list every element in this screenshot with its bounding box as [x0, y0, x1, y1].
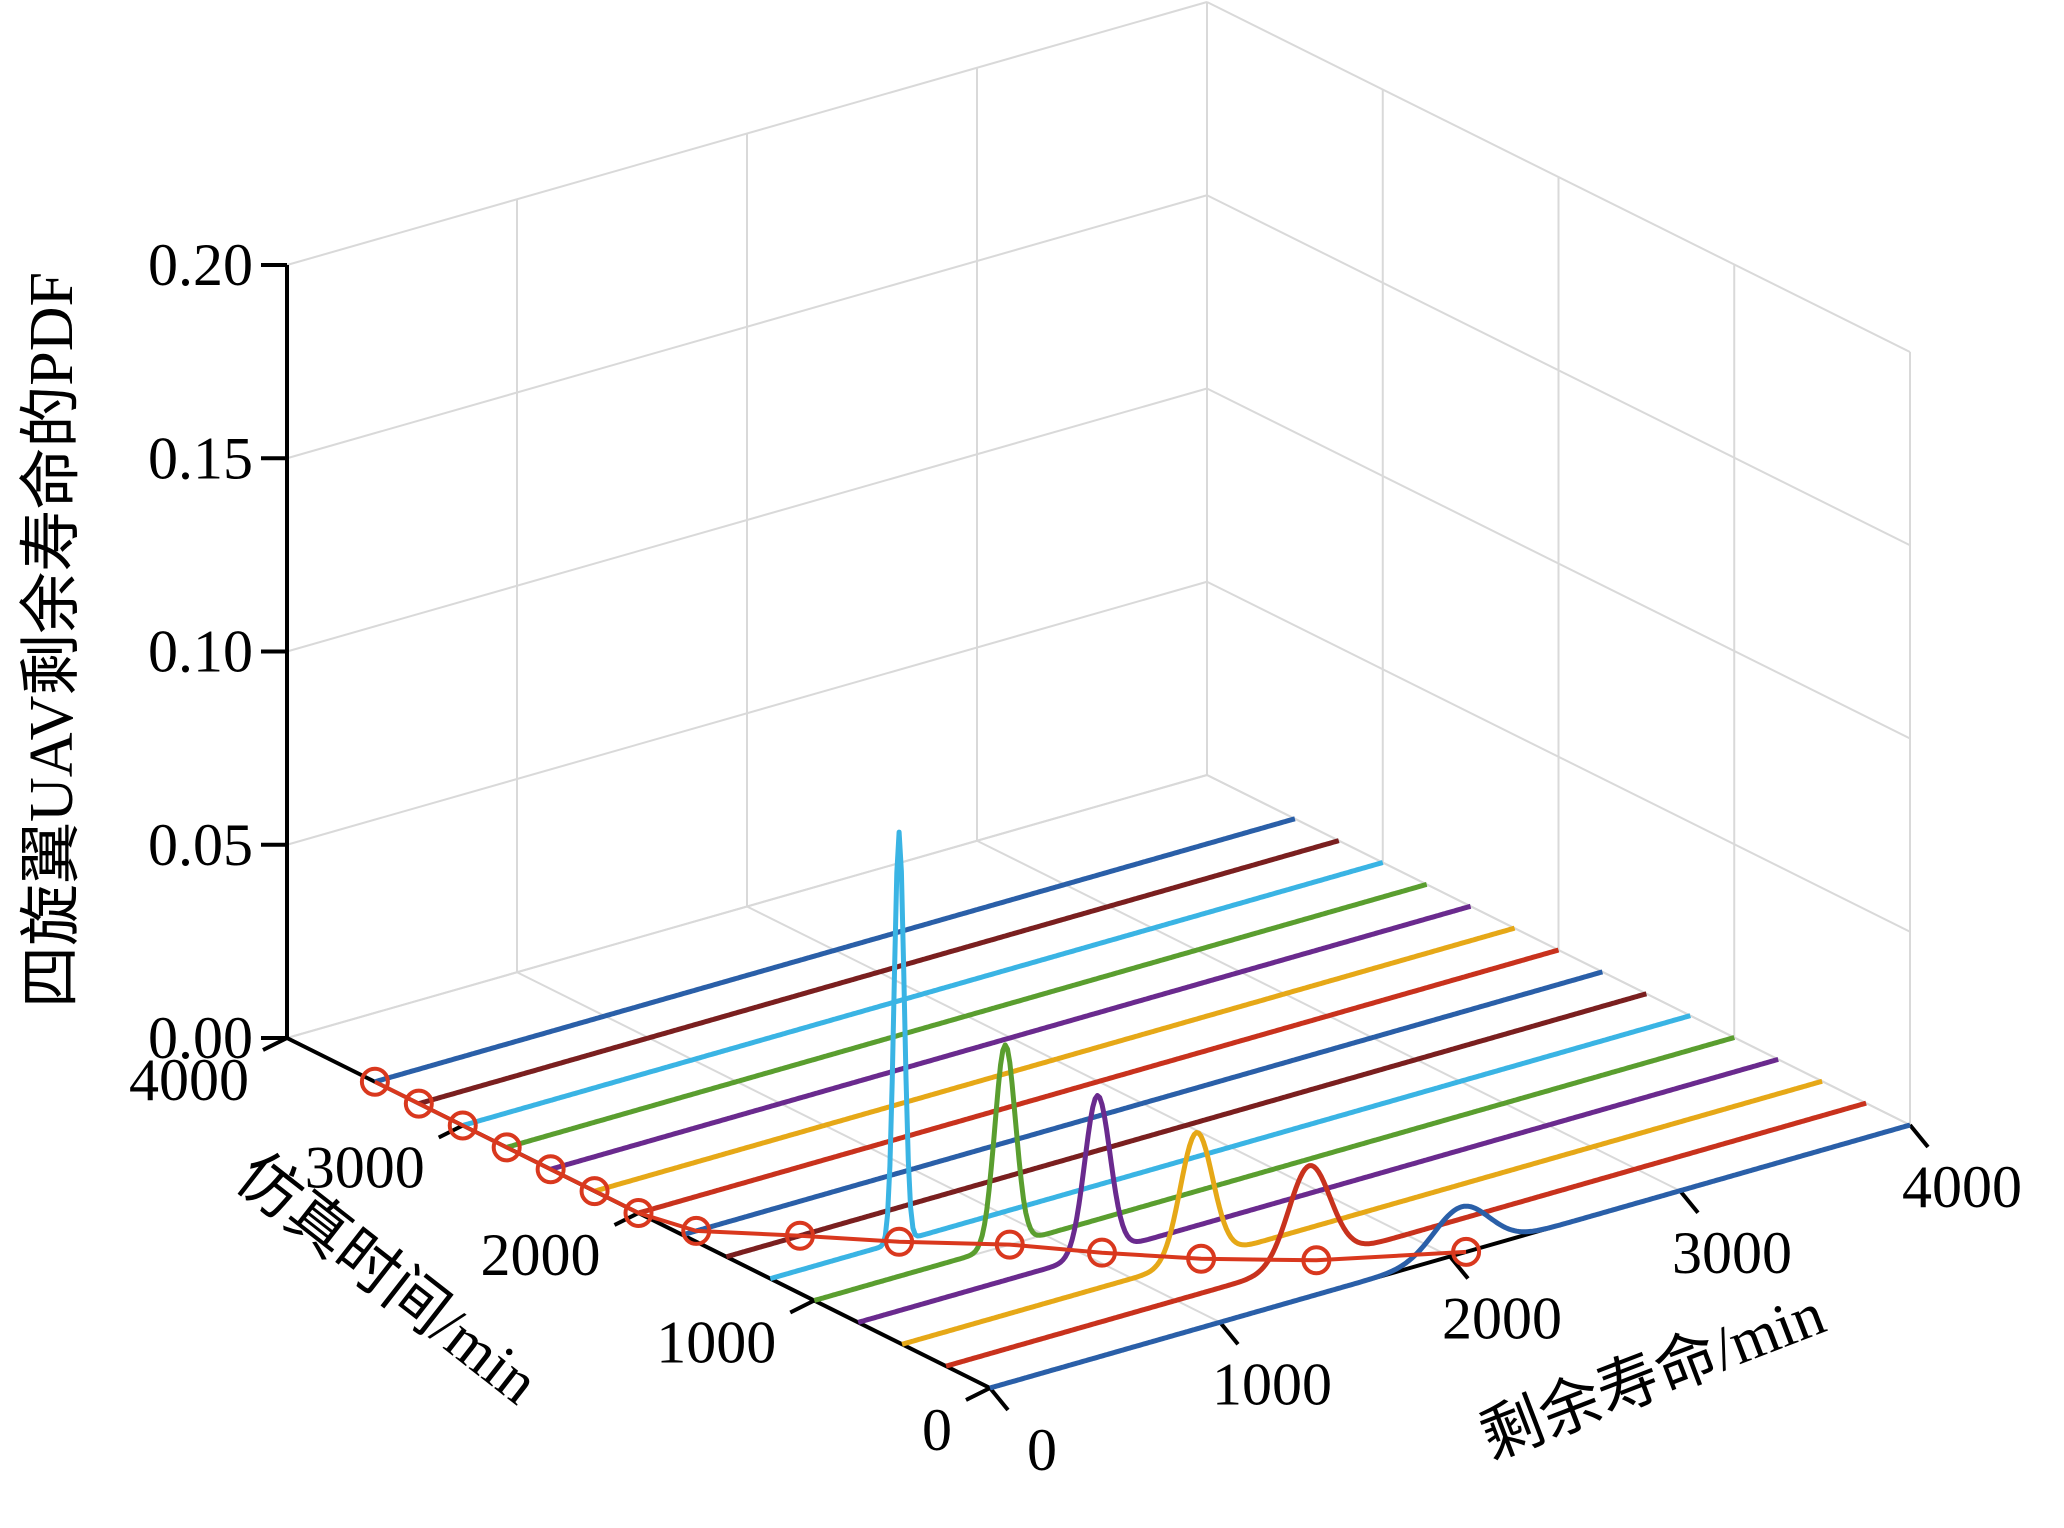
rul-marker	[1451, 1236, 1482, 1267]
pdf-curve	[945, 1100, 1867, 1369]
grid-line	[286, 387, 1208, 653]
rul-marker	[994, 1229, 1025, 1260]
rul-marker	[1186, 1243, 1217, 1274]
x-tick	[1448, 1255, 1470, 1280]
grid-line	[286, 580, 1208, 846]
y-tick-label: 4000	[129, 1047, 249, 1113]
tick-labels: 0.00 0.05 0.10 0.15 0.20 0 1000 2000 3000 4000 0 10…	[129, 232, 2022, 1483]
pdf-curve	[681, 969, 1604, 1238]
pdf-curve	[769, 829, 1692, 1282]
grid-line	[286, 774, 1208, 1039]
pdf-curves	[374, 816, 1911, 1391]
actual-rul-line	[359, 1066, 1482, 1276]
y-tick	[965, 1386, 991, 1402]
rul-marker	[579, 1176, 610, 1207]
actual-rul-curve	[374, 1080, 1467, 1263]
grid-line	[1206, 194, 1911, 547]
x-tick	[988, 1386, 1010, 1412]
pdf-curve	[989, 1122, 1911, 1391]
pdf-curve	[857, 1056, 1779, 1325]
rul-marker	[535, 1154, 566, 1185]
z-tick-label: 0.10	[148, 619, 253, 685]
pdf-curve	[374, 816, 1296, 1085]
y-tick-label: 3000	[305, 1135, 425, 1201]
rul-marker	[491, 1132, 522, 1163]
z-tick-label: 0.05	[148, 812, 253, 878]
x-tick	[1218, 1320, 1240, 1346]
pdf-curve	[593, 925, 1516, 1194]
grid-line	[1206, 1, 1911, 353]
x-tick	[1908, 1123, 1930, 1149]
pdf-curve	[725, 991, 1648, 1260]
z-tick-label: 0.20	[148, 232, 253, 298]
grid	[286, 1, 1911, 1389]
rul-marker	[403, 1088, 434, 1119]
x-tick-label: 0	[1027, 1417, 1057, 1483]
y-tick	[262, 1036, 288, 1052]
x-tick-label: 3000	[1672, 1220, 1792, 1286]
rul-marker	[1086, 1237, 1117, 1268]
pdf-curve	[505, 881, 1428, 1150]
grid-line	[1206, 387, 1911, 740]
x-tick-label: 4000	[1902, 1154, 2022, 1220]
pdf-curve	[813, 1035, 1736, 1303]
x-tick-label: 2000	[1442, 1286, 1562, 1352]
z-tick-label: 0.00	[148, 1005, 253, 1071]
rul-marker	[447, 1110, 478, 1141]
pdf-curve	[418, 838, 1340, 1107]
z-axis-title: 四旋翼UAV剩余寿命的PDF	[18, 272, 86, 1008]
x-tick-label: 1000	[1212, 1351, 1332, 1417]
y-tick-label: 2000	[481, 1222, 601, 1288]
pdf-curve	[462, 860, 1384, 1128]
pdf-curve	[549, 903, 1472, 1172]
pdf-curve	[901, 1078, 1823, 1347]
grid-line	[286, 1, 1208, 266]
grid-line	[1206, 580, 1911, 933]
rul-marker	[623, 1198, 654, 1228]
x-tick	[1678, 1189, 1700, 1215]
y-tick	[789, 1298, 816, 1315]
y-tick-label: 1000	[656, 1310, 776, 1376]
z-tick-label: 0.15	[148, 425, 253, 491]
rul-marker	[359, 1066, 390, 1097]
rul-marker	[784, 1220, 815, 1251]
rul-marker	[681, 1215, 712, 1246]
rul-marker	[1301, 1245, 1332, 1276]
y-tick-label: 0	[922, 1397, 952, 1463]
pdf-curve	[637, 947, 1560, 1216]
rul-marker	[884, 1226, 915, 1257]
grid-line	[286, 194, 1208, 460]
